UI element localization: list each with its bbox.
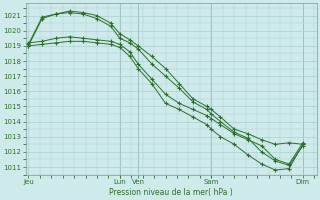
X-axis label: Pression niveau de la mer( hPa ): Pression niveau de la mer( hPa ) [109,188,233,197]
